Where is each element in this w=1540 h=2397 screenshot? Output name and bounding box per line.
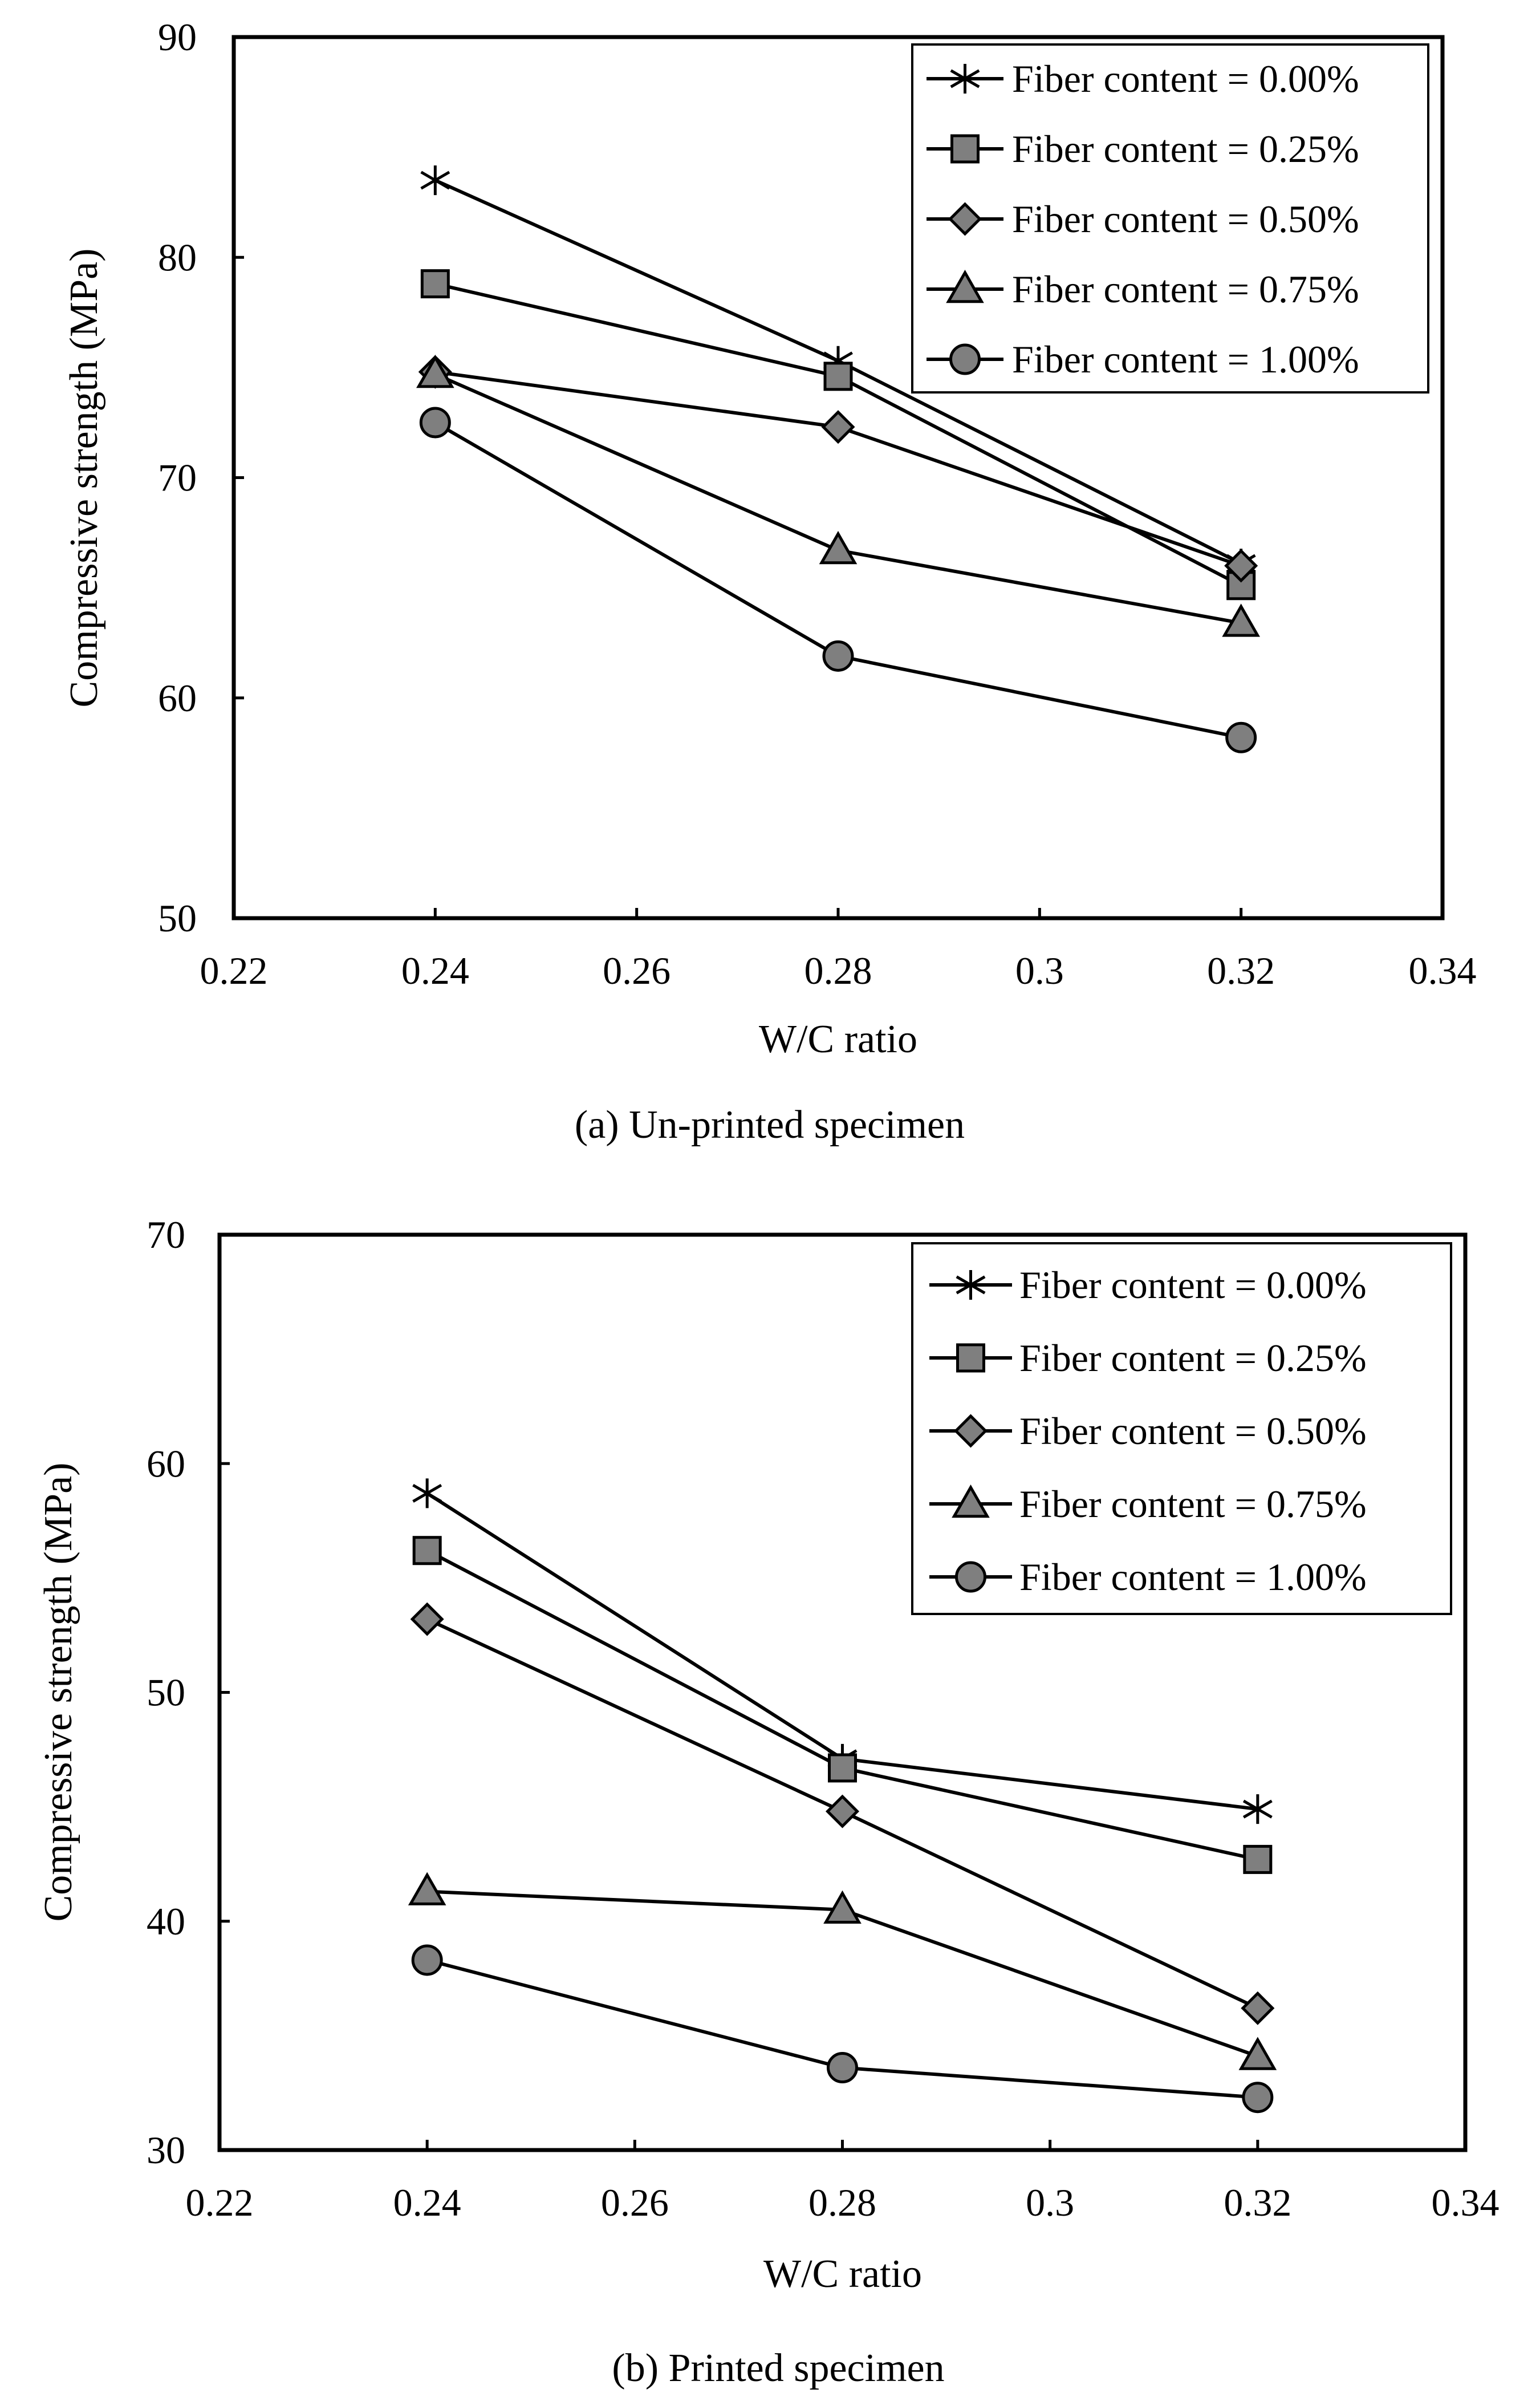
data-series-group	[416, 165, 1260, 753]
x-axis-title: W/C ratio	[763, 2252, 922, 2296]
data-point-circle	[411, 1944, 443, 1976]
x-tick-label: 0.22	[186, 2181, 254, 2224]
data-point-asterisk	[412, 1478, 442, 1508]
x-tick-label: 0.28	[808, 2181, 876, 2224]
legend-marker-square	[956, 1343, 985, 1373]
y-tick-label: 60	[147, 1442, 185, 1485]
legend-marker-triangle	[952, 1484, 990, 1518]
y-axis-title: Compressive strength (MPa)	[36, 1463, 80, 1922]
legend-label: Fiber content = 0.75%	[1019, 1482, 1367, 1526]
y-tick-label: 50	[158, 897, 197, 940]
data-point-diamond	[821, 410, 855, 444]
x-tick-label: 0.34	[1432, 2181, 1500, 2224]
legend-marker-diamond	[948, 202, 982, 236]
data-series-group	[408, 1478, 1277, 2114]
data-point-circle	[1225, 721, 1257, 753]
legend-marker-triangle	[946, 269, 984, 303]
legend-label: Fiber content = 0.25%	[1019, 1336, 1367, 1380]
x-tick-label: 0.28	[804, 949, 872, 992]
data-point-triangle	[1222, 603, 1260, 637]
x-tick-label: 0.3	[1015, 949, 1064, 992]
data-point-triangle	[819, 530, 858, 565]
x-axis-title: W/C ratio	[759, 1017, 917, 1061]
data-point-circle	[827, 2052, 858, 2084]
figure-caption: (a) Un-printed specimen	[575, 1103, 965, 1147]
data-point-triangle	[416, 354, 454, 388]
data-point-diamond	[1224, 549, 1258, 583]
data-point-diamond	[410, 1602, 444, 1636]
chart-panel-b: 0.22 0.24 0.26 0.28 0.3 0.32 0.34 30 40 50 60 70 W/…	[36, 1213, 1500, 2390]
y-tick-label: 90	[158, 15, 197, 59]
data-point-circle	[419, 407, 451, 439]
legend-marker-asterisk	[950, 64, 980, 94]
data-point-diamond	[1241, 1991, 1275, 2025]
x-tick-label: 0.34	[1409, 949, 1477, 992]
x-tick-label: 0.32	[1224, 2181, 1291, 2224]
data-point-asterisk	[420, 165, 450, 196]
data-point-square	[420, 269, 450, 299]
data-point-triangle	[823, 1890, 862, 1924]
figure-caption: (b) Printed specimen	[612, 2346, 944, 2390]
axis-ticks: 0.22 0.24 0.26 0.28 0.3 0.32 0.34 30 40 50 60 70	[147, 1213, 1500, 2224]
x-tick-label: 0.26	[601, 2181, 669, 2224]
x-tick-label: 0.3	[1026, 2181, 1074, 2224]
legend-label: Fiber content = 0.25%	[1012, 127, 1359, 171]
legend: Fiber content = 0.00% Fiber content = 0.2…	[911, 1242, 1452, 1615]
legend-marker-circle	[949, 343, 981, 375]
legend-box	[911, 1242, 1452, 1615]
data-point-circle	[822, 640, 854, 672]
legend-label: Fiber content = 0.50%	[1012, 197, 1359, 241]
x-tick-label: 0.24	[393, 2181, 461, 2224]
legend-label: Fiber content = 1.00%	[1012, 338, 1359, 381]
legend-marker-square	[950, 134, 980, 164]
y-tick-label: 80	[158, 236, 197, 279]
x-tick-label: 0.22	[200, 949, 268, 992]
data-point-asterisk	[1242, 1794, 1273, 1824]
x-tick-label: 0.26	[603, 949, 671, 992]
data-point-diamond	[825, 1794, 860, 1828]
data-point-triangle	[408, 1872, 446, 1905]
legend-label: Fiber content = 0.00%	[1012, 57, 1359, 100]
legend-label: Fiber content = 0.00%	[1019, 1263, 1367, 1307]
data-point-square	[412, 1536, 442, 1565]
data-point-square	[823, 362, 853, 391]
legend-label: Fiber content = 0.50%	[1019, 1409, 1367, 1453]
data-point-square	[828, 1753, 857, 1783]
legend-label: Fiber content = 0.75%	[1012, 267, 1359, 311]
y-tick-label: 30	[147, 2128, 185, 2172]
data-point-circle	[1242, 2082, 1274, 2114]
legend-marker-circle	[955, 1561, 986, 1593]
chart-panel-a: 0.22 0.24 0.26 0.28 0.3 0.32 0.34 50 60 70 80 90 W/…	[62, 15, 1477, 1147]
x-tick-label: 0.32	[1207, 949, 1275, 992]
y-tick-label: 40	[147, 1900, 185, 1943]
y-tick-label: 70	[147, 1213, 185, 1256]
x-tick-label: 0.24	[401, 949, 469, 992]
y-tick-label: 60	[158, 676, 197, 720]
y-axis-title: Compressive strength (MPa)	[62, 249, 106, 708]
legend-marker-asterisk	[956, 1270, 986, 1300]
legend-label: Fiber content = 1.00%	[1019, 1555, 1367, 1599]
y-tick-label: 50	[147, 1671, 185, 1714]
legend-marker-diamond	[953, 1414, 988, 1448]
data-point-square	[1243, 1844, 1273, 1874]
legend: Fiber content = 0.00% Fiber content = 0.2…	[911, 43, 1429, 394]
y-tick-label: 70	[158, 456, 197, 500]
axis-ticks: 0.22 0.24 0.26 0.28 0.3 0.32 0.34 50 60 70 80 90	[158, 15, 1477, 992]
data-point-triangle	[1238, 2037, 1277, 2070]
